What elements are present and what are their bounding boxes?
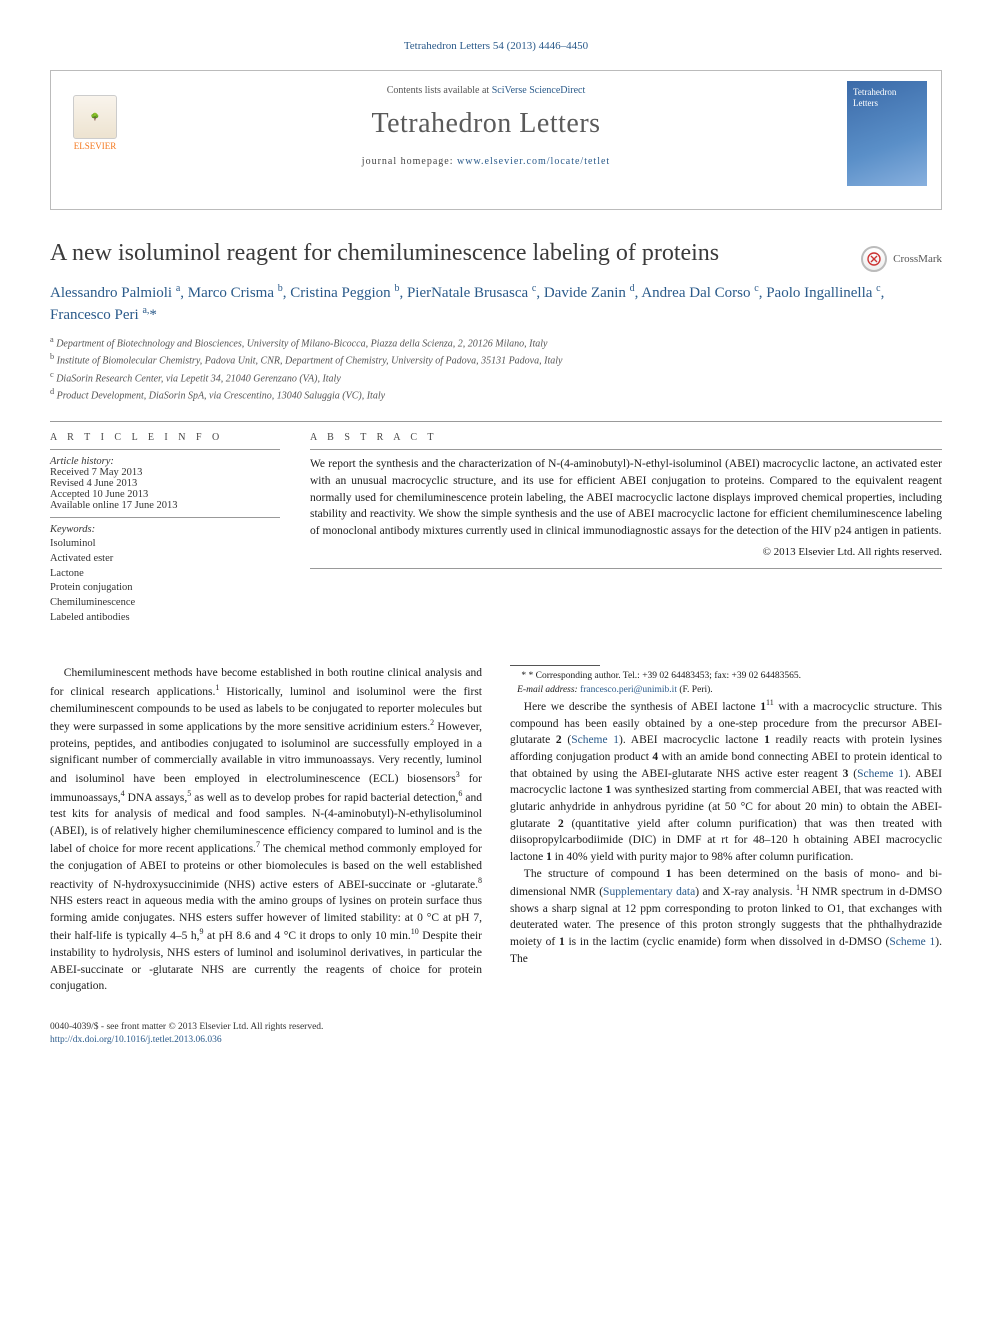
history-received: Received 7 May 2013	[50, 467, 280, 478]
affiliation: b Institute of Biomolecular Chemistry, P…	[50, 351, 942, 368]
affiliation: d Product Development, DiaSorin SpA, via…	[50, 386, 942, 403]
keyword: Protein conjugation	[50, 581, 280, 596]
body-paragraph: The structure of compound 1 has been det…	[510, 866, 942, 968]
author: Paolo Ingallinella c	[766, 285, 880, 301]
author: Cristina Peggion b	[290, 285, 399, 301]
body-paragraph: Chemiluminescent methods have become est…	[50, 665, 482, 995]
article-info-column: A R T I C L E I N F O Article history: R…	[50, 432, 280, 625]
authors-list: Alessandro Palmioli a, Marco Crisma b, C…	[50, 282, 942, 326]
author: PierNatale Brusasca c	[407, 285, 536, 301]
elsevier-tree-icon: 🌳	[73, 95, 117, 139]
supplementary-data-link[interactable]: Supplementary data	[603, 886, 695, 898]
body-paragraph: Here we describe the synthesis of ABEI l…	[510, 697, 942, 866]
abstract-heading: A B S T R A C T	[310, 432, 942, 443]
crossmark-icon	[861, 246, 887, 272]
divider	[50, 449, 280, 450]
author: Marco Crisma b	[188, 285, 283, 301]
page-footer: 0040-4039/$ - see front matter © 2013 El…	[50, 1021, 942, 1048]
affiliation: a Department of Biotechnology and Biosci…	[50, 334, 942, 351]
history-online: Available online 17 June 2013	[50, 500, 280, 511]
cover-title: Tetrahedron Letters	[853, 87, 921, 109]
keywords-label: Keywords:	[50, 524, 280, 535]
abstract-column: A B S T R A C T We report the synthesis …	[310, 432, 942, 625]
footnote-star-icon: *	[521, 671, 528, 681]
contents-prefix: Contents lists available at	[387, 85, 492, 96]
crossmark-label: CrossMark	[893, 253, 942, 265]
keyword: Isoluminol	[50, 537, 280, 552]
header-citation: Tetrahedron Letters 54 (2013) 4446–4450	[50, 40, 942, 52]
keyword: Lactone	[50, 567, 280, 582]
journal-cover-thumbnail: Tetrahedron Letters	[847, 81, 927, 186]
contents-line: Contents lists available at SciVerse Sci…	[135, 85, 837, 96]
author: Andrea Dal Corso c	[641, 285, 758, 301]
history-accepted: Accepted 10 June 2013	[50, 489, 280, 500]
crossmark-widget[interactable]: CrossMark	[861, 246, 942, 272]
publisher-logo: 🌳 ELSEVIER	[65, 81, 125, 151]
sciencedirect-link[interactable]: SciVerse ScienceDirect	[492, 85, 586, 96]
history-revised: Revised 4 June 2013	[50, 478, 280, 489]
homepage-line: journal homepage: www.elsevier.com/locat…	[135, 156, 837, 167]
keywords-list: Isoluminol Activated ester Lactone Prote…	[50, 537, 280, 625]
publisher-label: ELSEVIER	[74, 141, 117, 151]
abstract-copyright: © 2013 Elsevier Ltd. All rights reserved…	[310, 546, 942, 558]
article-title: A new isoluminol reagent for chemilumine…	[50, 238, 841, 268]
author-corresponding: Francesco Peri a,*	[50, 307, 157, 323]
article-info-heading: A R T I C L E I N F O	[50, 432, 280, 443]
scheme-link[interactable]: Scheme 1	[857, 768, 904, 780]
affiliations: a Department of Biotechnology and Biosci…	[50, 334, 942, 403]
affiliation: c DiaSorin Research Center, via Lepetit …	[50, 369, 942, 386]
footnote-rule	[510, 665, 600, 666]
divider	[310, 449, 942, 450]
corresponding-star-icon: *	[149, 307, 157, 323]
corresponding-footnote: * * Corresponding author. Tel.: +39 02 6…	[510, 670, 942, 697]
keyword: Activated ester	[50, 552, 280, 567]
divider	[310, 568, 942, 569]
masthead: 🌳 ELSEVIER Contents lists available at S…	[50, 70, 942, 210]
author: Davide Zanin d	[544, 285, 635, 301]
corresponding-email-link[interactable]: francesco.peri@unimib.it	[580, 685, 677, 695]
scheme-link[interactable]: Scheme 1	[571, 734, 619, 746]
journal-name: Tetrahedron Letters	[135, 108, 837, 140]
doi-link[interactable]: http://dx.doi.org/10.1016/j.tetlet.2013.…	[50, 1035, 222, 1045]
body-text: Chemiluminescent methods have become est…	[50, 665, 942, 995]
homepage-link[interactable]: www.elsevier.com/locate/tetlet	[457, 156, 610, 167]
keyword: Labeled antibodies	[50, 611, 280, 626]
divider	[50, 421, 942, 422]
abstract-text: We report the synthesis and the characte…	[310, 456, 942, 539]
homepage-prefix: journal homepage:	[362, 156, 457, 167]
footer-copyright: 0040-4039/$ - see front matter © 2013 El…	[50, 1021, 942, 1034]
divider	[50, 517, 280, 518]
history-label: Article history:	[50, 456, 280, 467]
keyword: Chemiluminescence	[50, 596, 280, 611]
scheme-link[interactable]: Scheme 1	[889, 936, 935, 948]
author: Alessandro Palmioli a	[50, 285, 180, 301]
